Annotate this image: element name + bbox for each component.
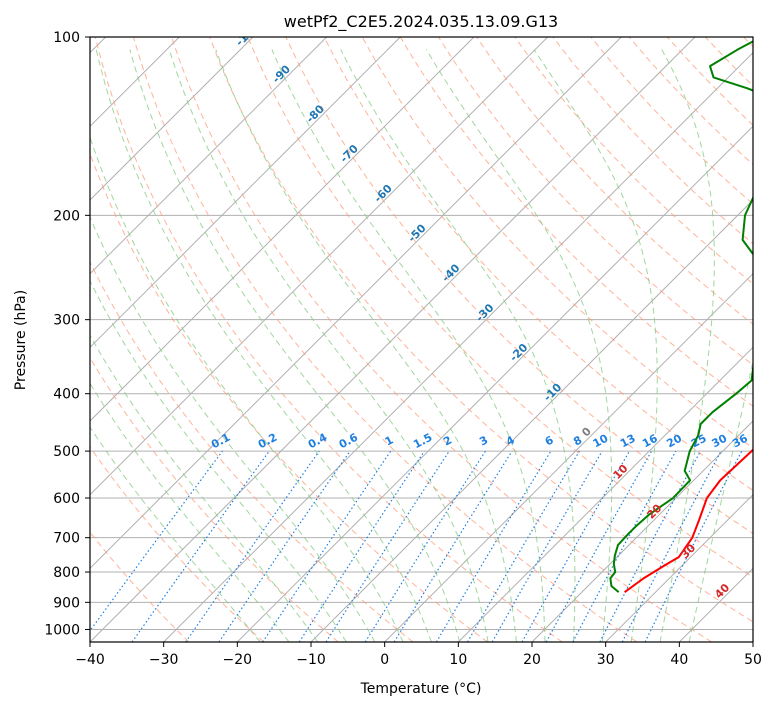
y-tick-label: 800 bbox=[53, 565, 80, 581]
mixing-ratio-line bbox=[545, 450, 653, 642]
isotherm-line bbox=[90, 37, 328, 275]
axis-layer: −40 −30 −20 −10 0 10 20 30 40 50 100 200 300 400 500 60… bbox=[44, 30, 762, 668]
x-tick-label: −10 bbox=[296, 652, 326, 668]
isotherm-line bbox=[90, 37, 549, 496]
moist-adiabat bbox=[95, 49, 432, 642]
y-tick-label: 500 bbox=[53, 444, 80, 460]
x-tick-label: −20 bbox=[223, 652, 253, 668]
y-tick-label: 400 bbox=[53, 387, 80, 403]
adiabat-layer bbox=[90, 37, 753, 642]
mixing-ratio-line bbox=[262, 450, 392, 642]
y-tick-label: 600 bbox=[53, 491, 80, 507]
moist-adiabat bbox=[271, 49, 546, 642]
moist-adiabat bbox=[90, 279, 347, 642]
mixing-ratio-layer: 0.1 0.2 0.4 0.6 1 1.5 2 3 4 6 8 10 13 16 20 25 30 36 bbox=[90, 431, 750, 642]
mixing-ratio-line bbox=[131, 450, 270, 642]
moist-adiabat bbox=[90, 426, 261, 642]
y-tick-label: 300 bbox=[53, 313, 80, 329]
dry-adiabat bbox=[514, 37, 753, 285]
x-tick-label: −40 bbox=[75, 652, 105, 668]
x-tick-label: 0 bbox=[380, 652, 389, 668]
moist-adiabat bbox=[659, 49, 715, 642]
y-tick-label: 200 bbox=[53, 208, 80, 224]
mixing-ratio-label: 36 bbox=[730, 432, 750, 451]
x-axis-label: Temperature (°C) bbox=[360, 681, 482, 697]
isotherm-line bbox=[384, 272, 753, 642]
isotherm-line bbox=[531, 420, 753, 642]
x-tick-label: 30 bbox=[597, 652, 615, 668]
dry-adiabat bbox=[90, 356, 339, 642]
dry-adiabat bbox=[94, 37, 563, 642]
isotherm-line bbox=[90, 37, 622, 570]
x-tick-label: 20 bbox=[523, 652, 541, 668]
chart-title: wetPf2_C2E5.2024.035.13.09.G13 bbox=[284, 12, 558, 32]
y-tick-label: 700 bbox=[53, 531, 80, 547]
plot-frame bbox=[89, 36, 754, 643]
isotherm-line bbox=[163, 51, 753, 642]
x-tick-label: 40 bbox=[670, 652, 688, 668]
moist-adiabat bbox=[426, 49, 613, 642]
y-tick-label: 900 bbox=[53, 595, 80, 611]
mixing-ratio-line bbox=[325, 450, 450, 642]
moist-adiabat bbox=[340, 49, 576, 642]
isotherm-line bbox=[90, 37, 254, 201]
moist-adiabat bbox=[90, 382, 290, 642]
y-axis-label: Pressure (hPa) bbox=[13, 290, 29, 390]
moist-adiabat bbox=[129, 49, 461, 642]
moist-adiabat bbox=[533, 49, 658, 642]
dry-adiabat bbox=[171, 37, 713, 642]
mixing-ratio-line bbox=[185, 450, 320, 642]
mixing-ratio-line bbox=[218, 450, 351, 642]
isotherm-line bbox=[236, 125, 753, 642]
y-tick-label: 100 bbox=[53, 30, 80, 46]
isotherm-line bbox=[90, 37, 401, 349]
dry-adiabat bbox=[476, 37, 753, 325]
moist-adiabat bbox=[688, 358, 753, 642]
mixing-ratio-label: 10 bbox=[591, 432, 611, 451]
dry-adiabat bbox=[323, 37, 753, 491]
moist-adiabat bbox=[168, 49, 489, 642]
mixing-ratio-line bbox=[393, 450, 513, 642]
grid-layer bbox=[90, 37, 753, 642]
y-tick-label: 1000 bbox=[44, 622, 80, 638]
x-tick-label: 50 bbox=[744, 652, 762, 668]
x-tick-label: 10 bbox=[449, 652, 467, 668]
mixing-ratio-line bbox=[90, 450, 223, 632]
mixing-ratio-line bbox=[644, 450, 743, 642]
x-tick-label: −30 bbox=[149, 652, 179, 668]
isotherm-line bbox=[605, 493, 753, 642]
mixing-ratio-label: 25 bbox=[689, 432, 709, 451]
mixing-ratio-line bbox=[521, 450, 631, 642]
dry-adiabat bbox=[247, 37, 753, 578]
dry-adiabat bbox=[285, 37, 753, 535]
mixing-ratio-label: 20 bbox=[664, 432, 684, 451]
moist-adiabat bbox=[90, 135, 404, 642]
mixing-ratio-line bbox=[298, 450, 425, 642]
isotherm-line bbox=[457, 346, 753, 642]
series-layer bbox=[609, 40, 753, 593]
moist-adiabat bbox=[90, 334, 319, 642]
temperature-profile-line bbox=[624, 448, 753, 593]
moist-adiabat bbox=[215, 49, 517, 642]
isotherm-line bbox=[90, 37, 475, 422]
mixing-ratio-label: 13 bbox=[618, 432, 638, 451]
isotherm-line bbox=[90, 37, 696, 642]
dewpoint-profile-line bbox=[609, 40, 753, 593]
dry-adiabat bbox=[209, 37, 753, 623]
isotherm-label: -100 bbox=[233, 20, 262, 49]
dry-adiabat bbox=[90, 446, 264, 642]
dry-adiabat bbox=[90, 260, 414, 642]
mixing-ratio-label: 16 bbox=[640, 432, 660, 451]
mixing-ratio-label: 30 bbox=[710, 432, 730, 451]
